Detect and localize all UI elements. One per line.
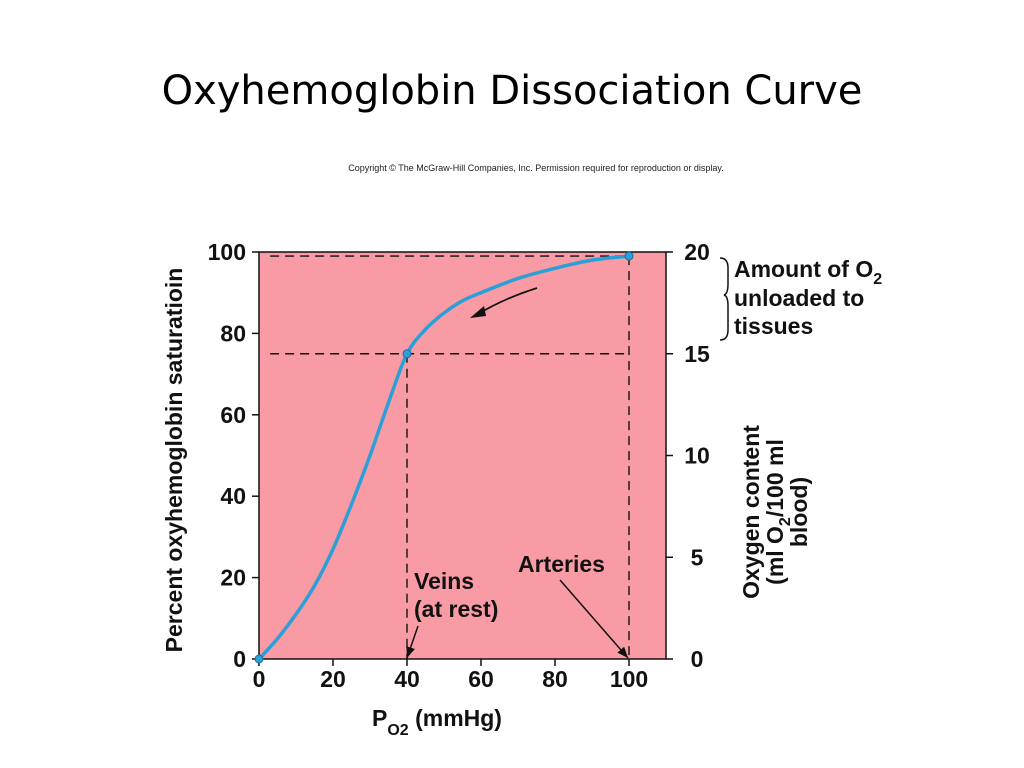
bottom-tick-label: 0	[253, 666, 266, 692]
right-axis-label-line2: (ml O2/100 ml	[762, 439, 794, 585]
label-arrows	[406, 579, 629, 659]
curve-point-marker	[624, 251, 634, 261]
amount-annotation-line1: Amount of O2	[734, 256, 882, 288]
arteries-arrow-head-icon	[617, 646, 628, 658]
unload-arrow-head-icon	[470, 306, 486, 318]
curve-point-marker	[254, 654, 264, 664]
left-tick-label: 0	[233, 646, 246, 672]
veins-arrow-head-icon	[406, 646, 415, 658]
plot-area	[258, 251, 667, 660]
bottom-tick-label: 40	[394, 666, 420, 692]
right-tick-label: 15	[684, 341, 710, 367]
right-tick-label: 20	[684, 239, 710, 265]
right-axis-ticks: 0 5 10 15 20	[666, 239, 710, 672]
right-axis-label-line3: blood)	[786, 477, 812, 547]
amount-annotation-line2: unloaded to	[734, 285, 864, 311]
curve-point-marker	[402, 349, 412, 359]
x-axis-label-unit: (mmHg)	[409, 705, 502, 731]
bottom-tick-label: 20	[320, 666, 346, 692]
right-tick-label: 5	[691, 544, 704, 570]
left-tick-label: 40	[220, 483, 246, 509]
right-axis-label: Oxygen content (ml O2/100 ml blood)	[738, 425, 812, 599]
bottom-tick-label: 60	[468, 666, 494, 692]
right-axis-label-line1: Oxygen content	[738, 425, 764, 599]
left-tick-label: 60	[220, 402, 246, 428]
reference-lines	[270, 255, 630, 659]
amount-annotation-line3: tissues	[734, 313, 813, 339]
brace-icon	[719, 257, 729, 341]
arteries-label: Arteries	[518, 551, 605, 577]
left-axis-ticks: 0 20 40 60 80 100	[208, 239, 259, 672]
veins-label-line1: Veins	[414, 568, 474, 594]
left-tick-label: 100	[208, 239, 246, 265]
curve-markers	[254, 251, 634, 664]
copyright-notice: Copyright © The McGraw-Hill Companies, I…	[348, 163, 724, 173]
y-axis-label: Percent oxyhemoglobin saturatioin	[161, 268, 187, 653]
left-tick-label: 20	[220, 565, 246, 591]
x-axis-label-main: P	[372, 705, 387, 731]
arteries-arrow-shaft	[559, 579, 629, 659]
veins-label-line2: (at rest)	[414, 596, 498, 622]
bottom-tick-label: 100	[610, 666, 648, 692]
x-axis-label-subscript: O2	[387, 722, 408, 739]
x-axis-label: PO2 (mmHg)	[372, 705, 502, 739]
right-tick-label: 0	[691, 646, 704, 672]
bottom-tick-label: 80	[542, 666, 568, 692]
right-tick-label: 10	[684, 443, 710, 469]
bottom-axis-ticks: 0 20 40 60 80 100	[253, 659, 648, 692]
left-tick-label: 80	[220, 320, 246, 346]
slide-title: Oxyhemoglobin Dissociation Curve	[161, 68, 863, 114]
